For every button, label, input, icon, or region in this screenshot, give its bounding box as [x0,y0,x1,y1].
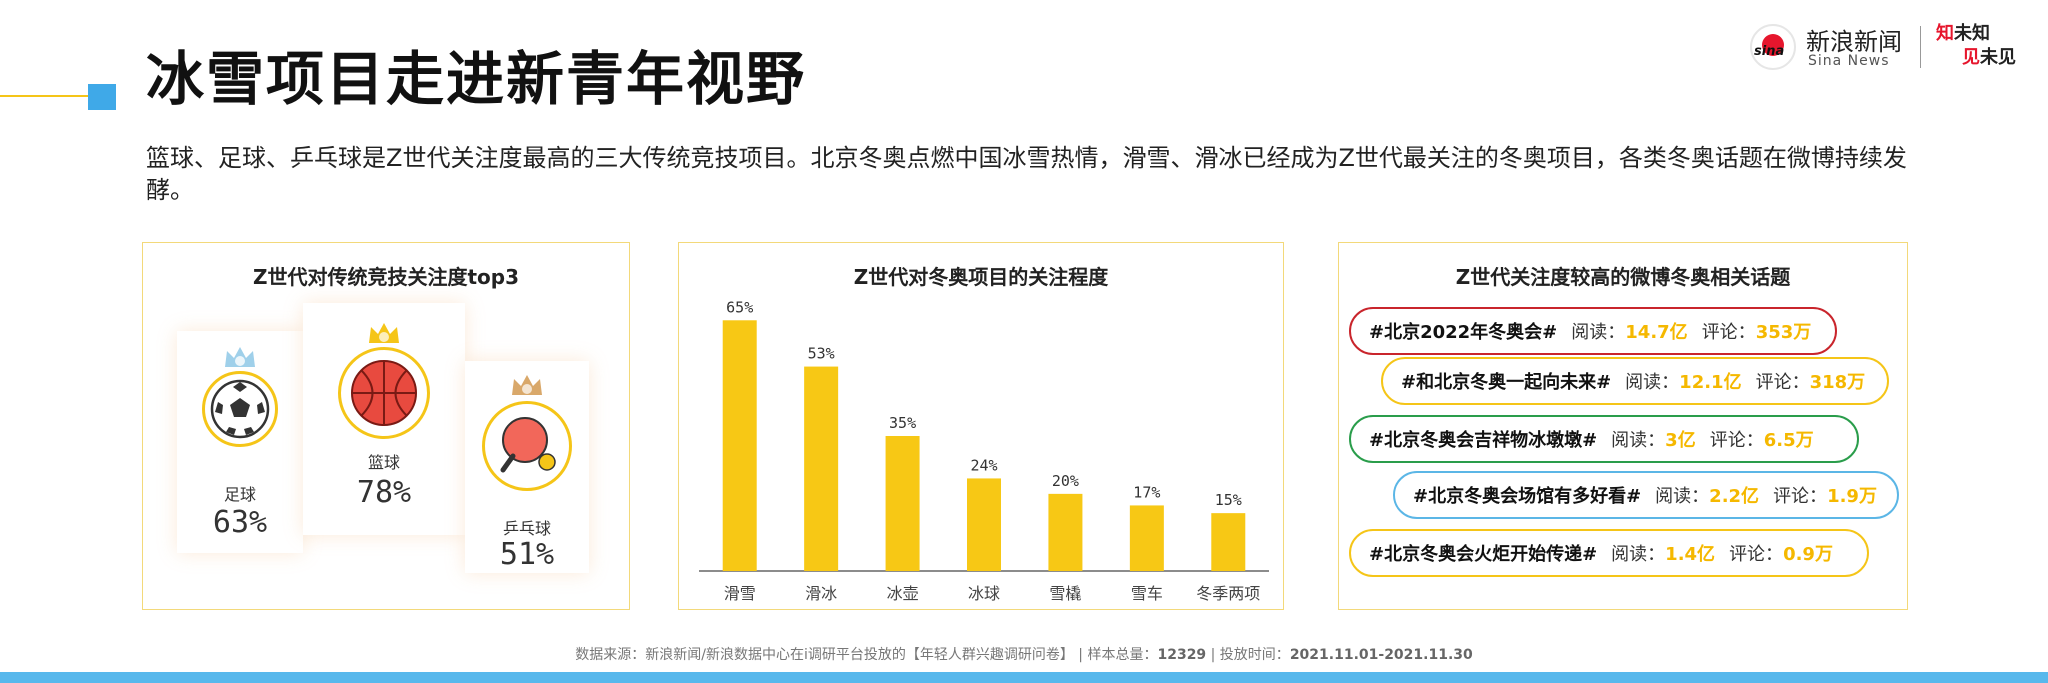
topic-tag[interactable]: #和北京冬奥一起向未来# [1401,372,1612,393]
category-tick-label: 冬季两项 [1196,584,1260,603]
traditional-sports-panel: Z世代对传统竞技关注度top3 足球 63% [142,242,630,610]
sample-size: 12329 [1157,647,1207,663]
comment-label: 评论： [1709,430,1764,451]
card-label: 足球 [223,485,256,504]
footer-bar [0,672,2048,683]
slogan-text-1: 未知 [1954,23,1990,44]
bar-3 [885,436,920,571]
bar-6 [1129,505,1164,571]
ping-pong-icon [482,401,572,491]
logo-chinese-name: 新浪新闻 [1806,28,1902,56]
comment-count: 318万 [1809,372,1866,393]
comment-count: 1.9万 [1827,486,1877,507]
chart-title: Z世代对冬奥项目的关注程度 [853,265,1109,289]
winter-sports-bar-chart: 65% 滑雪 53% 滑冰 35% 冰壶 24% 冰球 20% 雪橇 17% 雪车 15% 冬季两项 [699,298,1269,603]
intro-paragraph: 篮球、足球、乒乓球是Z世代关注度最高的三大传统竞技项目。北京冬奥点燃中国冰雪热情… [146,144,1907,204]
bar-4 [967,478,1001,571]
logo-divider [1920,26,1921,68]
bar-7 [1211,513,1246,571]
rank-card-basketball: 篮球 78% [303,303,465,535]
topic-item[interactable]: #北京冬奥会吉祥物冰墩墩# 阅读： 3亿 评论： 6.5万 [1349,415,1859,463]
crown-gold-icon [369,323,399,343]
comment-count: 353万 [1755,322,1812,343]
read-label: 阅读： [1611,544,1666,565]
read-count: 14.7亿 [1625,322,1688,343]
comment-count: 6.5万 [1763,430,1814,451]
topic-item[interactable]: #北京冬奥会场馆有多好看# 阅读： 2.2亿 评论： 1.9万 [1393,471,1899,519]
sina-news-logo: sina 新浪新闻 Sina News 知未知 见未见 [1750,22,2030,72]
topic-tag[interactable]: #北京冬奥会吉祥物冰墩墩# [1369,430,1598,451]
read-label: 阅读： [1571,322,1626,343]
bar-value-label: 53% [808,345,835,363]
rank-card-soccer: 足球 63% [177,331,303,553]
slogan-char-red-2: 见 [1962,47,1980,68]
read-label: 阅读： [1655,486,1710,507]
sina-mark: sina [1754,44,1785,59]
title-accent-square [88,84,116,110]
crown-bronze-icon [512,375,542,395]
bar-value-label: 35% [889,414,916,432]
bar-value-label: 17% [1133,483,1160,501]
page-title: 冰雪项目走进新青年视野 [146,45,807,113]
data-source-note: 数据来源：新浪新闻/新浪数据中心在i调研平台投放的【年轻人群兴趣调研问卷】 | … [0,644,2048,664]
topic-tag[interactable]: #北京2022年冬奥会# [1369,322,1558,343]
soccer-ball-icon [202,371,278,447]
rank-card-ping-pong: 乒乓球 51% [465,361,589,573]
traditional-sports-title: Z世代对传统竞技关注度top3 [252,265,520,289]
read-label: 阅读： [1611,430,1666,451]
weibo-topics-panel: Z世代关注度较高的微博冬奥相关话题 #北京2022年冬奥会# 阅读： 14.7亿… [1338,242,1908,610]
period-label: | 投放时间： [1210,647,1290,663]
comment-count: 0.9万 [1783,544,1833,565]
topic-tag[interactable]: #北京冬奥会火炬开始传递# [1369,544,1598,565]
crown-silver-icon [225,347,255,367]
read-count: 2.2亿 [1709,486,1760,507]
category-tick-label: 雪橇 [1049,584,1081,603]
title-accent-line [0,95,88,97]
winter-sports-chart-panel: Z世代对冬奥项目的关注程度 65% 滑雪 53% 滑冰 35% 冰壶 24% 冰球 20% 雪橇 1… [678,242,1284,610]
comment-label: 评论： [1729,544,1784,565]
weibo-topics-title: Z世代关注度较高的微博冬奥相关话题 [1455,265,1791,289]
slogan-char-red-1: 知 [1936,23,1954,44]
survey-period: 2021.11.01-2021.11.30 [1289,647,1473,663]
sample-label: | 样本总量： [1078,647,1158,663]
card-value: 78% [356,475,412,510]
sina-eye-icon: sina [1750,24,1796,70]
card-value: 63% [212,505,268,540]
bar-2 [804,366,839,571]
topic-tag[interactable]: #北京冬奥会场馆有多好看# [1413,486,1642,507]
read-label: 阅读： [1625,372,1680,393]
bar-1 [722,320,757,571]
logo-english-name: Sina News [1808,53,1890,69]
source-text: 数据来源：新浪新闻/新浪数据中心在i调研平台投放的【年轻人群兴趣调研问卷】 [575,647,1074,663]
category-tick-label: 滑冰 [805,584,837,603]
topic-item[interactable]: #北京冬奥会火炬开始传递# 阅读： 1.4亿 评论： 0.9万 [1349,529,1869,577]
comment-label: 评论： [1755,372,1810,393]
category-tick-label: 冰壶 [887,584,919,603]
bar-value-label: 65% [726,298,753,316]
card-value: 51% [499,537,555,572]
bar-5 [1048,493,1083,571]
card-label: 乒乓球 [502,519,551,538]
basketball-icon [338,347,430,439]
bar-value-label: 24% [970,456,997,474]
bar-value-label: 20% [1052,472,1079,490]
topic-item[interactable]: #北京2022年冬奥会# 阅读： 14.7亿 评论： 353万 [1349,307,1837,355]
category-tick-label: 雪车 [1131,584,1163,603]
category-tick-label: 冰球 [968,584,1000,603]
bar-value-label: 15% [1215,491,1242,509]
category-tick-label: 滑雪 [724,584,756,603]
read-count: 12.1亿 [1679,372,1742,393]
comment-label: 评论： [1701,322,1756,343]
logo-slogan: 知未知 见未见 [1936,22,2016,70]
read-count: 1.4亿 [1665,544,1716,565]
comment-label: 评论： [1773,486,1828,507]
topic-item[interactable]: #和北京冬奥一起向未来# 阅读： 12.1亿 评论： 318万 [1381,357,1889,405]
read-count: 3亿 [1665,430,1696,451]
card-label: 篮球 [367,453,400,472]
slogan-text-2: 未见 [1980,47,2016,68]
